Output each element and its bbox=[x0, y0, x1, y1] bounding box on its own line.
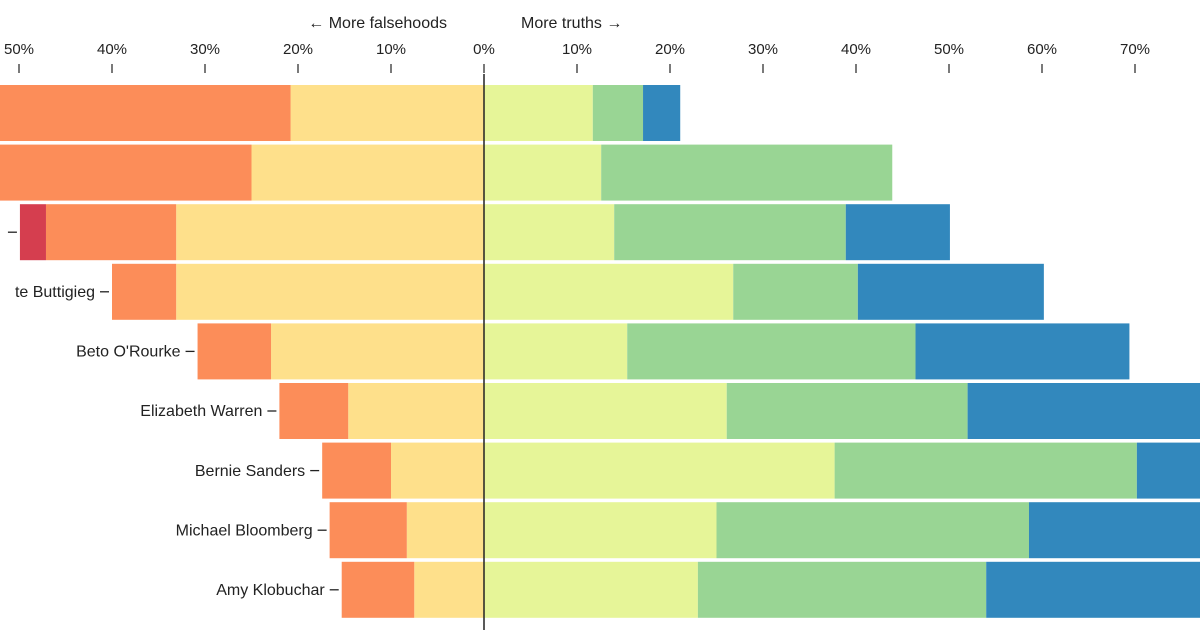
bar-segment-mostly-false bbox=[348, 383, 484, 439]
bar-segment-mostly-true bbox=[733, 263, 858, 320]
x-tick-label: 30% bbox=[190, 41, 220, 58]
bar-segment-true bbox=[986, 561, 1200, 618]
bar-segment-false bbox=[329, 502, 407, 559]
bar-segment-true bbox=[845, 204, 950, 261]
bar-segment-true bbox=[1028, 502, 1200, 559]
bar-segment-mostly-true bbox=[592, 85, 644, 141]
category-label: Elizabeth Warren bbox=[140, 403, 262, 420]
bar-segment-half-true bbox=[484, 383, 727, 439]
bar-segment-mostly-false bbox=[176, 204, 485, 261]
x-tick-label: 70% bbox=[1120, 41, 1150, 58]
bar-segment-half-true bbox=[484, 144, 602, 201]
x-tick-label: 20% bbox=[283, 41, 313, 58]
category-labels: te Buttigieg Beto O'Rourke Elizabeth Warre… bbox=[7, 231, 339, 599]
bar-segment-true bbox=[915, 323, 1130, 380]
bar-segment-mostly-false bbox=[391, 442, 484, 499]
x-tick-label: 20% bbox=[655, 41, 685, 58]
bar-segment-false bbox=[0, 144, 252, 201]
bars-group bbox=[0, 85, 1200, 618]
bar-segment-mostly-false bbox=[251, 144, 484, 201]
x-tick-label: 60% bbox=[1027, 41, 1057, 58]
bar-segment-half-true bbox=[484, 85, 593, 141]
bar-segment-half-true bbox=[484, 561, 698, 618]
category-label: Beto O'Rourke bbox=[76, 344, 181, 361]
x-tick-label: 50% bbox=[4, 41, 34, 58]
x-axis: 50% 40% 30% 20% 10% 0% 10% 20% 30% 40% 50% 60% 70% bbox=[4, 41, 1150, 73]
bar-segment-mostly-true bbox=[716, 502, 1029, 559]
bar-segment-false bbox=[0, 85, 291, 141]
x-tick-label: 10% bbox=[376, 41, 406, 58]
bar-segment-half-true bbox=[484, 442, 835, 499]
bar-segment-mostly-true bbox=[627, 323, 916, 380]
bar-segment-half-true bbox=[484, 263, 734, 320]
bar-segment-true bbox=[857, 263, 1044, 320]
bar-segment-mostly-false bbox=[290, 85, 484, 141]
category-label: Michael Bloomberg bbox=[176, 522, 313, 539]
bar-segment-mostly-false bbox=[406, 502, 484, 559]
more-truths-label: More truths → bbox=[521, 15, 622, 32]
bar-segment-half-true bbox=[484, 204, 615, 261]
bar-segment-true bbox=[643, 85, 681, 141]
category-label: te Buttigieg bbox=[15, 284, 95, 301]
bar-segment-pants-on-fire bbox=[19, 204, 46, 261]
bar-segment-true bbox=[967, 383, 1200, 439]
bar-segment-false bbox=[322, 442, 391, 499]
x-tick-label: 10% bbox=[562, 41, 592, 58]
bar-segment-false bbox=[279, 383, 349, 439]
bar-segment-mostly-false bbox=[414, 561, 484, 618]
x-tick-label: 40% bbox=[841, 41, 871, 58]
bar-segment-mostly-true bbox=[834, 442, 1137, 499]
bar-segment-true bbox=[1136, 442, 1200, 499]
bar-segment-mostly-false bbox=[271, 323, 484, 380]
category-label: Amy Klobuchar bbox=[216, 582, 325, 599]
bar-segment-mostly-true bbox=[601, 144, 893, 201]
bar-segment-mostly-true bbox=[697, 561, 987, 618]
x-tick-label: 50% bbox=[934, 41, 964, 58]
bar-segment-mostly-true bbox=[614, 204, 846, 261]
bar-segment-mostly-false bbox=[176, 263, 485, 320]
x-tick-label: 30% bbox=[748, 41, 778, 58]
bar-segment-false bbox=[45, 204, 177, 261]
more-falsehoods-label: ← More falsehoods bbox=[308, 15, 447, 32]
x-tick-label: 40% bbox=[97, 41, 127, 58]
bar-segment-half-true bbox=[484, 502, 717, 559]
bar-segment-false bbox=[197, 323, 272, 380]
bar-segment-half-true bbox=[484, 323, 628, 380]
category-label: Bernie Sanders bbox=[195, 463, 305, 480]
x-tick-label: 0% bbox=[473, 41, 495, 58]
bar-segment-false bbox=[341, 561, 415, 618]
bar-segment-false bbox=[112, 263, 177, 320]
bar-segment-mostly-true bbox=[726, 383, 968, 439]
